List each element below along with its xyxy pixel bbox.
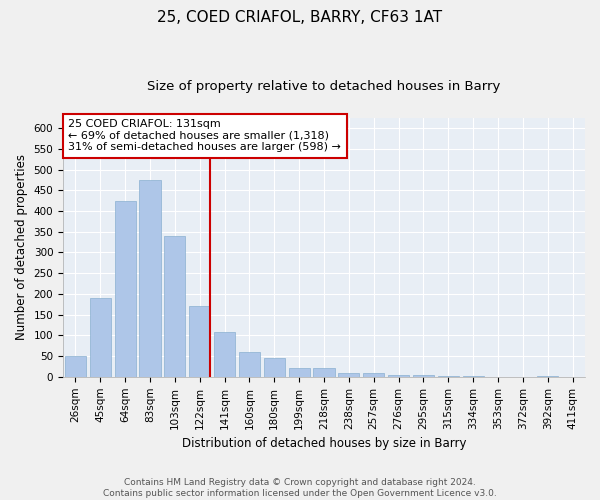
Bar <box>239 352 260 377</box>
Bar <box>338 372 359 377</box>
Bar <box>264 358 285 377</box>
Bar <box>438 376 459 377</box>
Bar <box>413 374 434 377</box>
Bar <box>214 332 235 377</box>
Text: 25 COED CRIAFOL: 131sqm
← 69% of detached houses are smaller (1,318)
31% of semi: 25 COED CRIAFOL: 131sqm ← 69% of detache… <box>68 119 341 152</box>
Bar <box>313 368 335 377</box>
Y-axis label: Number of detached properties: Number of detached properties <box>15 154 28 340</box>
Bar <box>65 356 86 377</box>
Bar <box>463 376 484 377</box>
Bar <box>537 376 558 377</box>
Bar <box>90 298 111 377</box>
Bar <box>363 372 384 377</box>
Bar <box>388 374 409 377</box>
Bar <box>289 368 310 377</box>
Bar <box>189 306 210 377</box>
Bar <box>115 200 136 377</box>
Bar <box>139 180 161 377</box>
Text: Contains HM Land Registry data © Crown copyright and database right 2024.
Contai: Contains HM Land Registry data © Crown c… <box>103 478 497 498</box>
Text: 25, COED CRIAFOL, BARRY, CF63 1AT: 25, COED CRIAFOL, BARRY, CF63 1AT <box>157 10 443 25</box>
Title: Size of property relative to detached houses in Barry: Size of property relative to detached ho… <box>148 80 501 93</box>
Bar <box>164 236 185 377</box>
X-axis label: Distribution of detached houses by size in Barry: Distribution of detached houses by size … <box>182 437 466 450</box>
